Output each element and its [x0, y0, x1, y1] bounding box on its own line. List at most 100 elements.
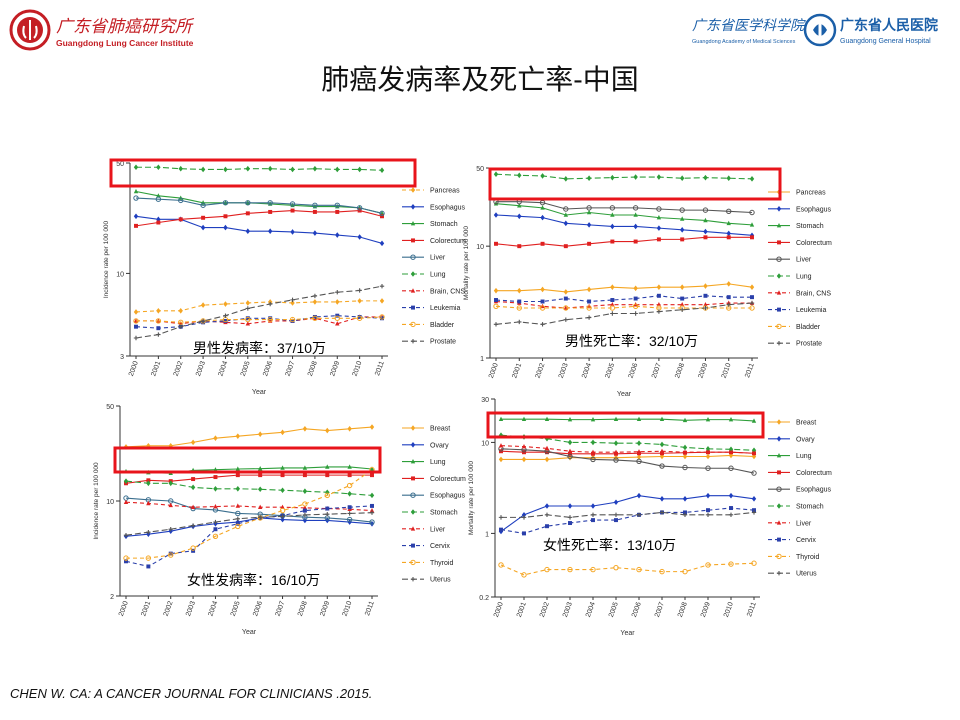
data-point-marker: [146, 478, 151, 483]
data-point-marker: [750, 235, 754, 240]
data-point-marker: [245, 321, 251, 326]
data-point-marker: [776, 436, 782, 442]
data-point-marker: [586, 286, 592, 293]
series-line: [501, 511, 755, 518]
data-point-marker: [702, 207, 709, 213]
data-point-marker: [280, 465, 285, 470]
data-point-marker: [493, 287, 499, 294]
data-point-marker: [777, 307, 781, 312]
legend-label: Colorectum: [430, 238, 466, 245]
x-tick-label: 2011: [374, 360, 386, 377]
data-point-marker: [369, 466, 375, 471]
data-point-marker: [134, 223, 138, 228]
data-point-marker: [728, 512, 734, 518]
data-point-marker: [133, 164, 139, 171]
data-point-marker: [656, 215, 662, 220]
data-point-marker: [776, 503, 782, 509]
data-point-marker: [633, 239, 638, 244]
data-point-marker: [567, 454, 573, 461]
x-tick-label: 2006: [252, 600, 264, 617]
data-point-marker: [586, 305, 592, 311]
data-point-marker: [290, 300, 295, 306]
data-point-marker: [632, 303, 639, 309]
data-point-marker: [312, 299, 318, 305]
data-point-marker: [146, 564, 151, 569]
data-point-marker: [590, 503, 596, 509]
data-point-marker: [517, 172, 522, 179]
legend-label: Cervix: [430, 543, 450, 550]
x-tick-label: 2010: [721, 362, 733, 379]
data-point-marker: [705, 446, 711, 452]
data-point-marker: [587, 241, 592, 246]
data-point-marker: [290, 166, 295, 173]
data-point-marker: [586, 209, 592, 215]
series-line: [495, 203, 753, 226]
lung-highlight-box: [109, 158, 417, 188]
legend-label: Bladder: [796, 324, 821, 331]
data-point-marker: [325, 464, 330, 469]
data-point-marker: [312, 202, 318, 208]
data-point-marker: [659, 568, 665, 575]
data-point-marker: [776, 341, 782, 346]
data-point-marker: [155, 196, 162, 202]
data-point-marker: [703, 302, 708, 307]
data-point-marker: [222, 200, 229, 206]
data-point-marker: [410, 288, 416, 293]
data-point-marker: [728, 465, 734, 471]
data-point-marker: [190, 504, 196, 510]
data-point-marker: [521, 515, 527, 520]
data-point-marker: [302, 501, 308, 507]
x-tick-label: 2010: [723, 601, 735, 618]
data-point-marker: [544, 416, 550, 421]
data-point-marker: [563, 296, 568, 301]
data-point-marker: [410, 509, 416, 515]
legend-label: Leukemia: [796, 307, 826, 314]
legend-label: Stomach: [430, 510, 458, 517]
data-point-marker: [178, 217, 183, 222]
data-point-marker: [280, 487, 285, 494]
x-tick-label: 2008: [677, 601, 689, 618]
data-point-marker: [703, 228, 708, 235]
data-point-marker: [613, 457, 619, 463]
data-point-marker: [245, 316, 251, 323]
data-point-marker: [749, 222, 755, 227]
data-point-marker: [357, 234, 362, 240]
data-point-marker: [613, 416, 619, 421]
series-line: [136, 316, 383, 323]
data-point-marker: [257, 514, 263, 520]
data-point-marker: [567, 448, 573, 454]
series-line: [125, 474, 372, 484]
rate-annotation: 男性死亡率：32/10万: [565, 333, 698, 349]
data-point-marker: [156, 164, 161, 171]
female-incidence-chart: 2 10 50 Incidence rate per 100 000 2000 2001 2…: [93, 404, 466, 636]
legend-label: Brain, CNS: [430, 288, 465, 295]
data-point-marker: [590, 512, 596, 518]
series-line: [135, 190, 383, 214]
y-tick-label: 30: [481, 397, 489, 404]
data-point-marker: [563, 206, 569, 212]
legend-label: Pancreas: [430, 188, 460, 195]
data-point-marker: [493, 171, 499, 178]
data-point-marker: [636, 449, 642, 454]
data-point-marker: [776, 571, 782, 576]
data-point-marker: [498, 515, 504, 520]
data-point-marker: [517, 319, 522, 325]
data-point-marker: [302, 488, 308, 495]
x-axis-label: Year: [620, 630, 635, 637]
data-point-marker: [379, 210, 385, 217]
data-point-marker: [280, 429, 285, 436]
legend-label: Stomach: [430, 221, 458, 228]
series-line: [500, 562, 755, 576]
data-point-marker: [302, 512, 308, 518]
data-point-marker: [610, 212, 615, 217]
data-point-marker: [235, 473, 240, 478]
rate-annotation: 男性发病率：37/10万: [193, 340, 326, 356]
lung-highlight-box: [486, 411, 765, 439]
data-point-marker: [540, 286, 545, 293]
data-point-marker: [705, 449, 711, 455]
series-line: [125, 512, 373, 536]
data-point-marker: [335, 321, 340, 326]
data-point-marker: [258, 473, 263, 478]
data-point-marker: [325, 473, 330, 478]
data-point-marker: [123, 533, 129, 538]
